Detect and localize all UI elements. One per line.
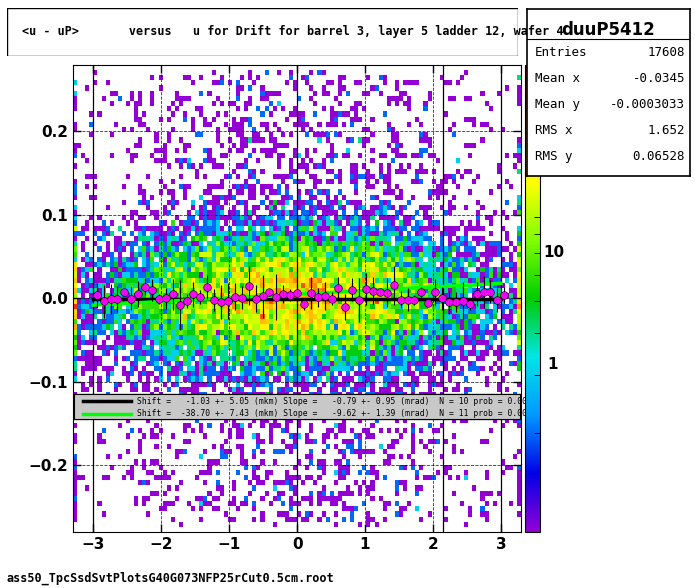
- Point: [492, 295, 503, 305]
- Point: [133, 289, 144, 299]
- Point: [333, 284, 344, 293]
- Point: [499, 290, 510, 300]
- Point: [140, 282, 151, 292]
- Point: [188, 289, 199, 299]
- Point: [291, 288, 302, 298]
- Text: RMS y: RMS y: [535, 149, 573, 163]
- Text: Shift =  -38.70 +- 7.43 (mkm) Slope =   -9.62 +- 1.39 (mrad)  N = 11 prob = 0.00: Shift = -38.70 +- 7.43 (mkm) Slope = -9.…: [138, 409, 532, 418]
- Point: [478, 288, 489, 297]
- Point: [464, 299, 475, 309]
- Point: [202, 282, 213, 292]
- Text: <u - uP>       versus   u for Drift for barrel 3, layer 5 ladder 12, wafer 4: <u - uP> versus u for Drift for barrel 3…: [22, 25, 564, 38]
- Point: [312, 293, 323, 302]
- Point: [208, 295, 220, 305]
- Point: [457, 296, 468, 305]
- Point: [236, 293, 247, 302]
- Text: 10: 10: [543, 245, 564, 260]
- Point: [298, 299, 309, 309]
- Point: [91, 290, 102, 300]
- Text: 1: 1: [547, 357, 557, 372]
- Text: 17608: 17608: [648, 46, 685, 59]
- Point: [319, 291, 330, 300]
- Point: [167, 290, 179, 299]
- Point: [105, 294, 116, 303]
- Text: RMS x: RMS x: [535, 123, 573, 136]
- Point: [264, 288, 275, 297]
- Text: -0.0345: -0.0345: [632, 72, 685, 85]
- Point: [174, 300, 185, 310]
- Point: [326, 294, 337, 303]
- Point: [450, 298, 461, 307]
- Point: [389, 280, 400, 290]
- Point: [119, 288, 130, 297]
- Point: [271, 293, 282, 302]
- Point: [395, 295, 406, 305]
- Point: [195, 293, 206, 302]
- Point: [402, 295, 413, 305]
- Point: [416, 288, 427, 297]
- Text: 0.06528: 0.06528: [632, 149, 685, 163]
- Point: [375, 287, 386, 296]
- Point: [98, 296, 109, 306]
- Point: [215, 298, 227, 307]
- Point: [485, 287, 496, 296]
- Text: duuP5412: duuP5412: [562, 21, 655, 39]
- Point: [368, 286, 379, 295]
- Point: [471, 289, 482, 299]
- Point: [340, 302, 351, 312]
- Point: [126, 294, 137, 303]
- Point: [250, 294, 261, 303]
- Point: [161, 294, 172, 303]
- Point: [436, 293, 448, 303]
- Point: [243, 281, 254, 290]
- Point: [443, 298, 455, 307]
- Text: Mean y: Mean y: [535, 98, 580, 111]
- Text: -0.0003033: -0.0003033: [610, 98, 685, 111]
- Point: [278, 289, 289, 299]
- Point: [257, 292, 268, 301]
- Point: [112, 295, 123, 304]
- Point: [229, 292, 240, 302]
- Point: [423, 299, 434, 308]
- Text: Entries: Entries: [535, 46, 587, 59]
- Point: [181, 296, 192, 306]
- Point: [409, 295, 420, 305]
- Point: [347, 285, 358, 295]
- Point: [305, 288, 316, 298]
- Text: ass50_TpcSsdSvtPlotsG40G073NFP25rCut0.5cm.root: ass50_TpcSsdSvtPlotsG40G073NFP25rCut0.5c…: [7, 572, 335, 585]
- Bar: [74, 395, 520, 419]
- Point: [154, 294, 165, 303]
- Point: [361, 285, 372, 294]
- Point: [430, 287, 441, 296]
- Point: [382, 288, 393, 298]
- Point: [284, 290, 295, 299]
- Text: Shift =   -1.03 +- 5.05 (mkm) Slope =   -0.79 +- 0.95 (mrad)  N = 10 prob = 0.00: Shift = -1.03 +- 5.05 (mkm) Slope = -0.7…: [138, 396, 532, 406]
- Text: Mean x: Mean x: [535, 72, 580, 85]
- Text: 1.652: 1.652: [648, 123, 685, 136]
- Point: [354, 295, 365, 305]
- Point: [147, 286, 158, 295]
- Point: [222, 296, 234, 306]
